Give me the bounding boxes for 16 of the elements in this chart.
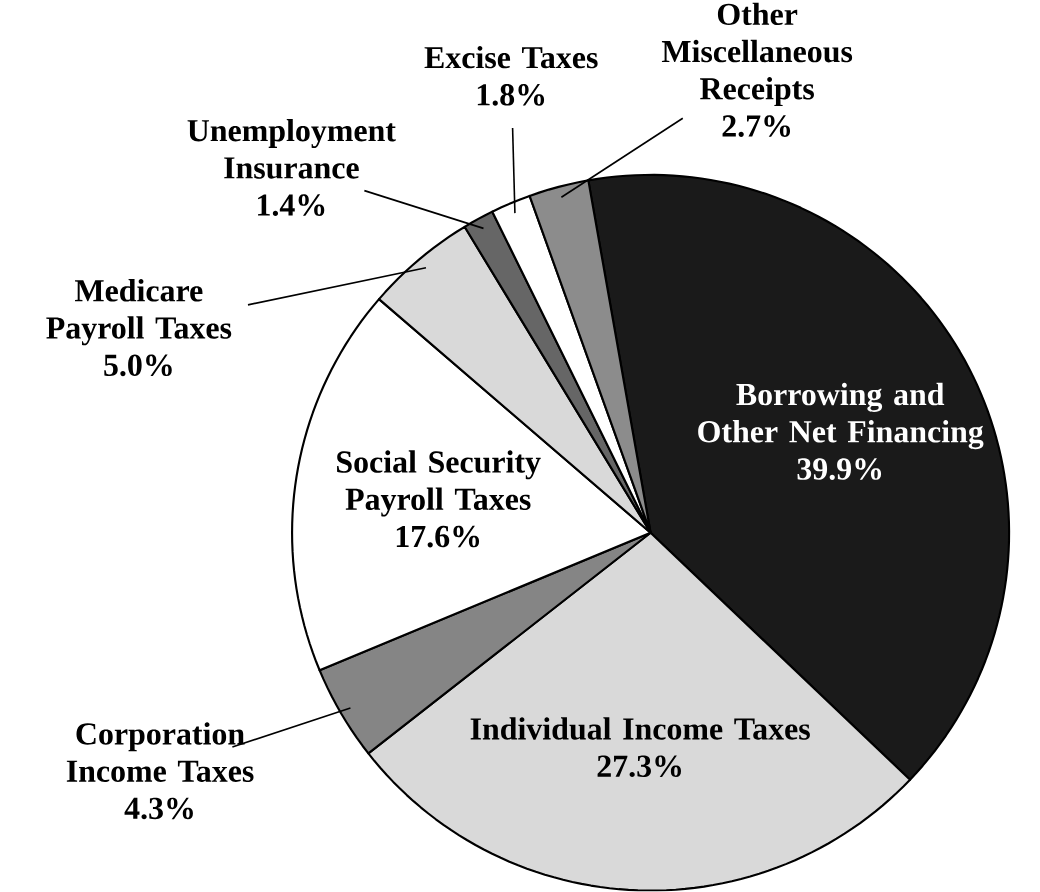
data-label: 1.4% (258, 194, 325, 217)
slice-label: Individual Income Taxes (470, 717, 810, 740)
data-label: 5.0% (104, 354, 172, 377)
slice-label: Borrowing and Other Net Financing (698, 383, 984, 450)
data-label: 39.9% (797, 458, 882, 481)
slice-label: Unemployment Insurance (187, 119, 396, 179)
slice-label: Social Security Payroll Taxes (337, 450, 541, 517)
data-label: 2.7% (722, 115, 791, 138)
slice-label: Other Miscellaneous Receipts (661, 2, 853, 107)
data-label: 17.6% (396, 525, 480, 548)
data-label: 27.3% (597, 755, 681, 778)
data-label: 1.8% (477, 84, 545, 106)
slice-label: Excise Taxes (424, 46, 598, 69)
data-label: 4.3% (124, 797, 193, 820)
slice-label: Medicare Payroll Taxes (46, 279, 232, 346)
slice-label: Corporation Income Taxes (66, 722, 254, 783)
